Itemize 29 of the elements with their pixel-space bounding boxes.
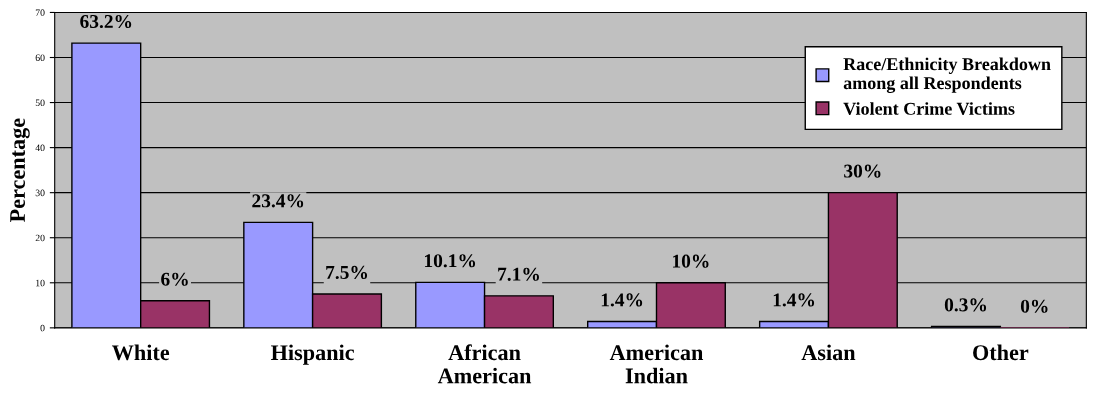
x-tick-label: Asian xyxy=(801,344,856,361)
data-label: 0.3% xyxy=(944,298,987,312)
data-label: 63.2% xyxy=(80,14,132,29)
data-label: 7.1% xyxy=(498,267,539,281)
x-tick-label: Hispanic xyxy=(271,344,355,365)
legend-label: Violent Crime Victims xyxy=(843,102,1015,115)
y-tick-label: 30 xyxy=(35,189,45,197)
legend-label: Race/Ethnicity Breakdown among all Respondents xyxy=(843,57,1051,93)
data-label: 6% xyxy=(161,272,188,286)
data-label: 1.4% xyxy=(601,293,643,307)
y-tick-label: 10 xyxy=(36,279,45,287)
data-label: 1.4% xyxy=(773,293,815,307)
data-label: 10% xyxy=(672,254,709,268)
y-tick-label: 50 xyxy=(35,99,45,107)
data-label: 0% xyxy=(1020,299,1048,313)
data-label: 30% xyxy=(844,164,881,178)
x-tick-label: Other xyxy=(973,344,1029,361)
x-tick-label: African American xyxy=(437,344,532,384)
y-tick-label: 60 xyxy=(35,54,45,61)
y-tick-label: 0 xyxy=(40,324,45,332)
x-tick-label: White xyxy=(111,344,170,361)
y-tick-label: 20 xyxy=(35,234,45,242)
y-tick-label: 40 xyxy=(35,144,45,152)
y-axis-title: Percentage xyxy=(10,118,30,223)
y-tick-label: 70 xyxy=(35,9,45,16)
data-label: 7.5% xyxy=(326,265,368,280)
data-label: 10.1% xyxy=(424,254,476,268)
x-tick-label: American Indian xyxy=(609,344,704,384)
data-label: 23.4% xyxy=(252,194,304,208)
